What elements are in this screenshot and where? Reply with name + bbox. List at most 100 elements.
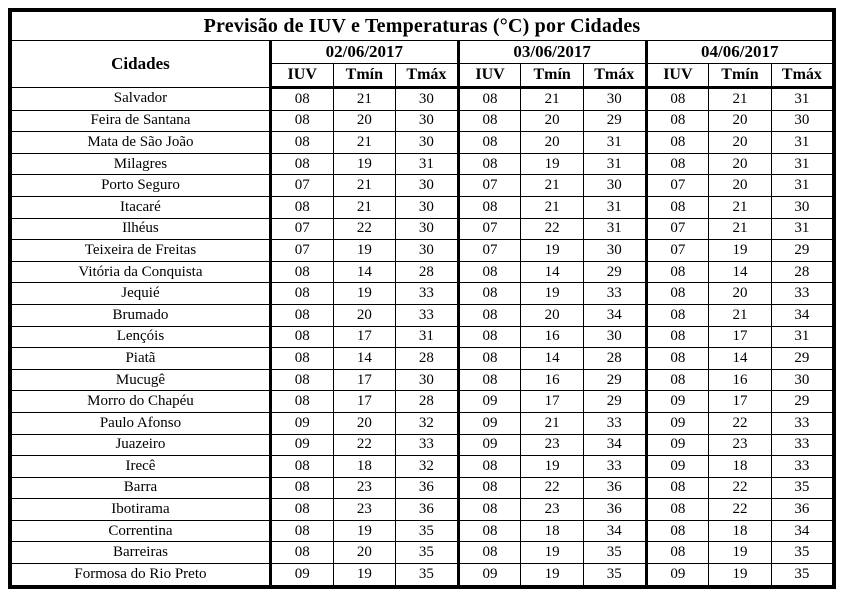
value-cell: 09 bbox=[644, 433, 710, 457]
value-cell: 08 bbox=[268, 152, 334, 176]
table-row: Mata de São João 08 21 30 08 20 31 08 20… bbox=[9, 131, 835, 154]
value-cell: 31 bbox=[395, 152, 459, 176]
table-row: Salvador 08 21 30 08 21 30 08 21 31 bbox=[9, 87, 835, 111]
value-cell: 31 bbox=[582, 152, 647, 176]
table-row: Feira de Santana 08 20 30 08 20 29 08 20… bbox=[9, 109, 835, 133]
value-cell: 19 bbox=[520, 239, 584, 262]
value-cell: 21 bbox=[332, 131, 397, 154]
value-cell: 36 bbox=[395, 476, 459, 500]
value-cell: 08 bbox=[644, 347, 710, 370]
city-cell: Teixeira de Freitas bbox=[9, 239, 271, 262]
value-cell: 31 bbox=[770, 174, 835, 197]
date-header-2: 03/06/2017 bbox=[456, 40, 647, 64]
value-cell: 08 bbox=[644, 195, 710, 219]
value-cell: 19 bbox=[520, 563, 584, 588]
value-cell: 08 bbox=[456, 109, 522, 133]
value-cell: 19 bbox=[708, 563, 772, 588]
value-cell: 21 bbox=[332, 87, 397, 111]
value-cell: 35 bbox=[770, 563, 835, 588]
value-cell: 21 bbox=[332, 174, 397, 197]
value-cell: 08 bbox=[268, 476, 334, 500]
value-cell: 33 bbox=[770, 433, 835, 457]
value-cell: 20 bbox=[708, 174, 772, 197]
column-header-tmax: Tmáx bbox=[395, 63, 459, 89]
value-cell: 08 bbox=[268, 260, 334, 284]
value-cell: 09 bbox=[456, 411, 522, 435]
value-cell: 29 bbox=[770, 239, 835, 262]
value-cell: 08 bbox=[644, 282, 710, 305]
value-cell: 08 bbox=[268, 368, 334, 392]
value-cell: 29 bbox=[582, 390, 647, 413]
value-cell: 20 bbox=[520, 109, 584, 133]
table-row: Ilhéus 07 22 30 07 22 31 07 21 31 bbox=[9, 217, 835, 241]
value-cell: 19 bbox=[332, 282, 397, 305]
value-cell: 20 bbox=[332, 411, 397, 435]
value-cell: 14 bbox=[332, 347, 397, 370]
value-cell: 08 bbox=[644, 519, 710, 543]
value-cell: 33 bbox=[770, 455, 835, 478]
value-cell: 35 bbox=[582, 563, 647, 588]
value-cell: 16 bbox=[708, 368, 772, 392]
value-cell: 22 bbox=[708, 476, 772, 500]
value-cell: 07 bbox=[268, 239, 334, 262]
value-cell: 34 bbox=[770, 303, 835, 327]
value-cell: 23 bbox=[520, 498, 584, 521]
value-cell: 30 bbox=[582, 325, 647, 349]
value-cell: 17 bbox=[708, 390, 772, 413]
value-cell: 20 bbox=[332, 541, 397, 565]
value-cell: 17 bbox=[332, 390, 397, 413]
value-cell: 21 bbox=[708, 303, 772, 327]
value-cell: 31 bbox=[770, 131, 835, 154]
value-cell: 33 bbox=[770, 282, 835, 305]
value-cell: 29 bbox=[582, 260, 647, 284]
value-cell: 36 bbox=[770, 498, 835, 521]
value-cell: 08 bbox=[644, 109, 710, 133]
value-cell: 21 bbox=[520, 411, 584, 435]
value-cell: 21 bbox=[520, 87, 584, 111]
city-cell: Feira de Santana bbox=[9, 109, 271, 133]
city-cell: Jequié bbox=[9, 282, 271, 305]
table-row: Jequié 08 19 33 08 19 33 08 20 33 bbox=[9, 282, 835, 305]
value-cell: 34 bbox=[582, 433, 647, 457]
table-row: Vitória da Conquista 08 14 28 08 14 29 0… bbox=[9, 260, 835, 284]
value-cell: 31 bbox=[582, 217, 647, 241]
value-cell: 33 bbox=[395, 303, 459, 327]
value-cell: 31 bbox=[770, 217, 835, 241]
value-cell: 34 bbox=[582, 303, 647, 327]
value-cell: 33 bbox=[582, 411, 647, 435]
table-row: Paulo Afonso 09 20 32 09 21 33 09 22 33 bbox=[9, 411, 835, 435]
value-cell: 23 bbox=[332, 498, 397, 521]
value-cell: 16 bbox=[520, 368, 584, 392]
value-cell: 08 bbox=[644, 152, 710, 176]
value-cell: 08 bbox=[268, 195, 334, 219]
value-cell: 14 bbox=[520, 347, 584, 370]
value-cell: 08 bbox=[644, 368, 710, 392]
value-cell: 30 bbox=[770, 109, 835, 133]
value-cell: 21 bbox=[708, 87, 772, 111]
value-cell: 31 bbox=[770, 325, 835, 349]
value-cell: 30 bbox=[395, 87, 459, 111]
value-cell: 32 bbox=[395, 455, 459, 478]
value-cell: 08 bbox=[456, 87, 522, 111]
value-cell: 19 bbox=[708, 239, 772, 262]
value-cell: 08 bbox=[268, 303, 334, 327]
value-cell: 35 bbox=[770, 541, 835, 565]
table-row: Lençóis 08 17 31 08 16 30 08 17 31 bbox=[9, 325, 835, 349]
table-row: Formosa do Rio Preto 09 19 35 09 19 35 0… bbox=[9, 563, 835, 588]
value-cell: 29 bbox=[582, 368, 647, 392]
value-cell: 35 bbox=[395, 541, 459, 565]
value-cell: 31 bbox=[770, 152, 835, 176]
value-cell: 33 bbox=[395, 282, 459, 305]
value-cell: 33 bbox=[582, 282, 647, 305]
column-header-tmax: Tmáx bbox=[770, 63, 835, 89]
value-cell: 08 bbox=[268, 455, 334, 478]
value-cell: 30 bbox=[770, 195, 835, 219]
page-title: Previsão de IUV e Temperaturas (°C) por … bbox=[9, 9, 835, 41]
value-cell: 31 bbox=[582, 195, 647, 219]
date-header-row: Cidades 02/06/2017 03/06/2017 04/06/2017 bbox=[9, 40, 835, 88]
value-cell: 09 bbox=[456, 390, 522, 413]
value-cell: 09 bbox=[644, 455, 710, 478]
value-cell: 08 bbox=[268, 541, 334, 565]
value-cell: 20 bbox=[708, 282, 772, 305]
column-header-tmax: Tmáx bbox=[582, 63, 647, 89]
